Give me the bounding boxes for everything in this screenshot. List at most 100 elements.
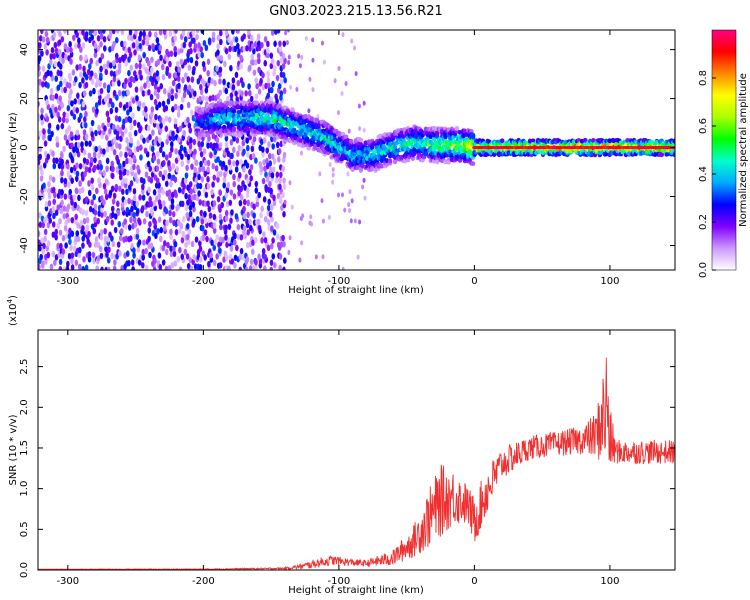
colorbar-tick-label: 0.6 (698, 118, 709, 134)
heatmap-cell (114, 183, 119, 191)
heatmap-cell (347, 128, 351, 134)
heatmap-cell (52, 157, 56, 164)
heatmap-cell (127, 197, 131, 205)
heatmap-cell (90, 199, 94, 206)
heatmap-cell (194, 159, 199, 167)
heatmap-cell (110, 205, 115, 213)
heatmap-cell (283, 257, 287, 264)
heatmap-cell (75, 129, 80, 136)
heatmap-cell (41, 36, 46, 43)
heatmap-cell (218, 66, 223, 73)
heatmap-cell (193, 42, 198, 50)
heatmap-cell (114, 36, 119, 44)
heatmap-cell (357, 103, 361, 109)
heatmap-cell (69, 166, 74, 174)
heatmap-cell (288, 235, 292, 241)
heatmap-cell (254, 187, 259, 194)
heatmap-cell (97, 177, 101, 184)
heatmap-cell (135, 233, 140, 240)
heatmap-cell (69, 194, 74, 202)
heatmap-cell (254, 112, 259, 118)
heatmap-cell (118, 235, 123, 242)
heatmap-cell (124, 77, 128, 85)
heatmap-cell (242, 33, 246, 40)
heatmap-cell (78, 163, 83, 170)
heatmap-cell (67, 125, 71, 132)
heatmap-cell (259, 165, 264, 173)
heatmap-cell (85, 224, 90, 231)
heatmap-cell (213, 80, 217, 87)
heatmap-cell (183, 177, 188, 184)
heatmap-cell (74, 175, 79, 182)
heatmap-cell (245, 137, 250, 144)
heatmap-cell (38, 55, 42, 62)
heatmap-cell (106, 93, 111, 100)
heatmap-cell (212, 259, 217, 267)
heatmap-cell (167, 92, 172, 100)
heatmap-cell (207, 205, 212, 213)
heatmap-cell (205, 95, 209, 103)
heatmap-cell (275, 74, 280, 82)
heatmap-cell (161, 151, 166, 158)
heatmap-cell (148, 220, 152, 228)
heatmap-cell (45, 98, 49, 106)
heatmap-cell (270, 172, 275, 179)
heatmap-cell (105, 165, 109, 173)
heatmap-cell (231, 131, 237, 137)
heatmap-cell (232, 173, 236, 181)
heatmap-cell (167, 116, 172, 123)
heatmap-cell (96, 35, 101, 42)
heatmap-cell (260, 41, 264, 49)
heatmap-cell (97, 99, 102, 106)
heatmap-cell (102, 199, 106, 206)
heatmap-cell (238, 266, 243, 270)
heatmap-cell (112, 137, 117, 144)
heatmap-cell (206, 159, 211, 167)
heatmap-cell (331, 167, 335, 173)
heatmap-cell (171, 162, 176, 170)
heatmap-cell (106, 257, 111, 264)
heatmap-cell (183, 58, 188, 66)
heatmap-cell (72, 146, 76, 153)
heatmap-cell (234, 71, 239, 79)
heatmap-cell (223, 60, 227, 68)
heatmap-cell (138, 42, 143, 50)
heatmap-cell (219, 30, 223, 37)
heatmap-cell (185, 164, 189, 172)
heatmap-cell (155, 37, 160, 44)
heatmap-cell (199, 46, 204, 53)
heatmap-cell (227, 53, 232, 60)
heatmap-cell (177, 154, 181, 161)
heatmap-cell (267, 141, 271, 148)
heatmap-cell (71, 69, 76, 76)
heatmap-cell (70, 100, 74, 107)
heatmap-cell (103, 188, 108, 195)
heatmap-cell (136, 246, 141, 253)
heatmap-cell (154, 113, 158, 121)
heatmap-cell (179, 103, 184, 111)
heatmap-cell (114, 52, 119, 60)
heatmap-cell (46, 82, 50, 89)
heatmap-cell (38, 245, 42, 252)
heatmap-cell (63, 134, 68, 141)
heatmap-cell (190, 76, 195, 83)
heatmap-cell (265, 147, 270, 154)
heatmap-cell (117, 63, 122, 70)
heatmap-cell (200, 225, 205, 232)
heatmap-cell (185, 253, 190, 260)
x-tick-label: -200 (192, 576, 215, 587)
heatmap-cell (194, 60, 199, 67)
heatmap-cell (93, 216, 97, 223)
heatmap-cell (79, 46, 83, 53)
heatmap-cell (261, 247, 266, 255)
heatmap-cell (110, 252, 114, 260)
heatmap-cell (236, 30, 240, 34)
heatmap-cell (126, 169, 130, 176)
heatmap-cell (262, 231, 266, 238)
heatmap-cell (215, 137, 220, 144)
heatmap-cell (263, 36, 268, 43)
heatmap-cell (73, 201, 78, 209)
heatmap-cell (57, 48, 62, 56)
heatmap-cell (198, 166, 202, 173)
heatmap-cell (117, 115, 122, 123)
